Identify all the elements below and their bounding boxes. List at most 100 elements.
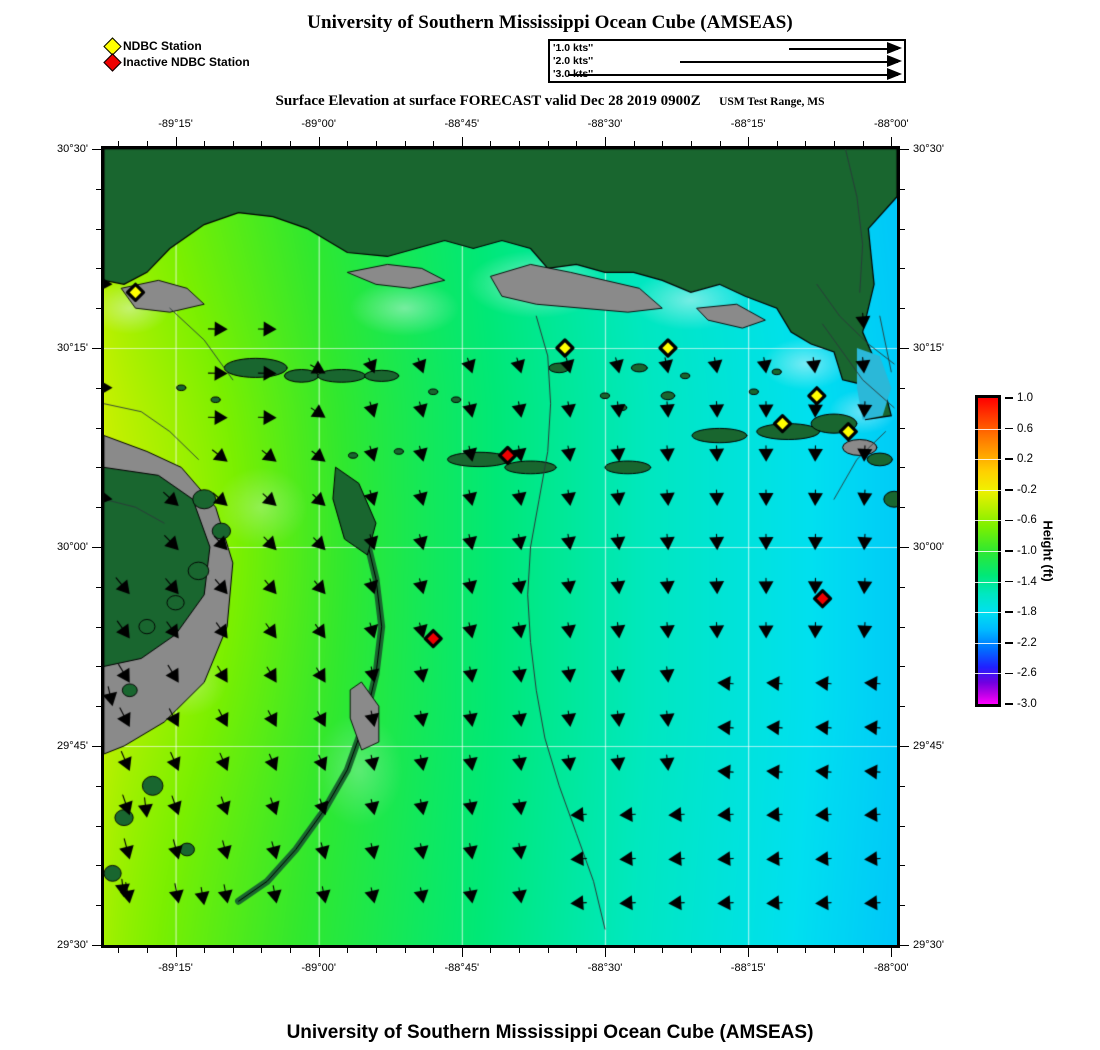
x-axis-tick [891,137,893,146]
footer-title: University of Southern Mississippi Ocean… [286,1022,814,1043]
y-axis-label: 30°30' [57,143,88,155]
x-axis-label: -88°45' [444,118,480,130]
y-axis-tick [92,149,101,150]
speed-legend-label-1: '1.0 kts'' [553,42,594,54]
x-axis-tick [519,948,521,953]
colorbar-gridline [975,612,1001,614]
y-axis-tick [900,547,909,548]
y-axis-tick [900,706,905,708]
colorbar-tick [1005,489,1013,491]
colorbar-tick-label: -3.0 [1017,698,1037,710]
colorbar-tick-label: -1.4 [1017,575,1037,588]
x-axis-tick [748,137,750,146]
x-axis-tick [175,948,177,957]
speed-legend-row-1: '1.0 kts'' [550,42,904,55]
x-axis-label: -89°15' [158,962,193,974]
x-axis-label: -88°15' [730,962,766,974]
subtitle-row: Surface Elevation at surface FORECAST va… [0,92,1100,110]
x-axis-tick [719,948,721,953]
x-axis-tick [146,948,148,953]
x-axis-tick [805,948,807,953]
y-axis-label: 30°00' [57,541,88,553]
y-axis-tick [900,507,905,509]
y-axis-label: 29°45' [913,740,944,752]
x-axis-label: -89°15' [158,118,193,130]
arrow-head-icon [887,68,902,80]
x-axis-label: -89°00' [301,962,337,974]
x-axis-label: -88°30' [587,118,623,130]
colorbar-gridline [975,551,1001,552]
legend-item-inactive-ndbc-station: Inactive NDBC Station [103,52,250,72]
colorbar-tick-label: -1.8 [1017,606,1037,619]
speed-legend-line-2 [680,61,898,63]
x-axis-tick [748,948,750,957]
colorbar-axis-title: Height (ft) [1040,520,1056,582]
x-axis-label: -88°30' [587,962,623,974]
y-axis-tick [900,467,905,469]
y-axis-tick [92,348,101,349]
elevation-field-canvas [104,149,897,945]
x-axis-tick [862,948,864,953]
map-plot-area[interactable] [101,146,900,948]
colorbar-tick-label: 0.6 [1017,422,1033,435]
arrow-head-icon [887,42,902,54]
x-axis-tick [261,948,263,953]
x-axis-tick [547,948,549,953]
y-axis-tick [900,945,909,946]
y-axis-tick [900,427,905,429]
x-axis-tick [633,948,635,953]
x-axis-tick [433,948,435,953]
current-speed-legend: '1.0 kts'' '2.0 kts'' '3.0 kts'' [548,39,906,83]
y-axis-tick [900,387,905,389]
y-axis-tick [900,746,909,747]
x-axis-tick [461,137,463,146]
x-axis-tick [404,948,406,953]
colorbar-tick [1005,611,1013,613]
x-axis-tick [461,948,463,957]
colorbar-tick-label: 1.0 [1017,392,1033,404]
colorbar-tick-label: -2.2 [1017,636,1037,649]
x-axis-tick [834,948,836,953]
colorbar-gridline [975,520,1001,522]
y-axis-label: 29°45' [57,740,88,752]
y-axis-tick [900,626,905,628]
colorbar-tick-label: -0.2 [1017,483,1037,496]
y-axis-tick [900,865,905,867]
y-axis-tick [900,905,905,907]
y-axis-label: 29°30' [913,939,944,951]
y-axis-tick [92,547,101,548]
x-axis-tick [690,948,692,953]
colorbar-gridline [975,428,1001,430]
y-axis-tick [900,785,905,787]
colorbar-tick-label: 0.2 [1017,453,1033,466]
x-axis-label: -88°45' [444,962,480,974]
legend-label-ndbc-station: NDBC Station [123,39,202,53]
colorbar-gridline [975,642,1001,644]
y-axis-tick [900,308,905,310]
speed-legend-line-1 [789,48,898,50]
y-axis-tick [900,586,905,588]
y-axis-tick [900,188,905,190]
x-axis-tick [318,137,320,146]
y-axis-label: 30°00' [913,541,944,553]
x-axis-tick [232,948,234,953]
colorbar-tick [1005,642,1013,644]
x-axis-tick [776,948,778,953]
colorbar-gridline [975,673,1001,675]
x-axis-tick [290,948,292,953]
y-axis-label: 30°15' [913,342,944,354]
colorbar-tick-label: -2.6 [1017,667,1037,680]
y-axis-tick [92,945,101,946]
colorbar-tick [1005,672,1013,675]
y-axis-label: 29°30' [57,939,88,951]
x-axis-tick [347,948,349,953]
x-axis-label: -88°15' [730,118,766,130]
colorbar-tick [1005,397,1013,399]
x-axis-tick [118,948,120,953]
x-axis-tick [891,948,893,957]
x-axis-label: -88°00' [873,962,909,974]
speed-legend-label-2: '2.0 kts'' [553,55,594,67]
page-title: University of Southern Mississippi Ocean… [307,12,793,33]
colorbar-tick-label: -1.0 [1017,545,1037,557]
x-axis-tick [576,948,578,953]
